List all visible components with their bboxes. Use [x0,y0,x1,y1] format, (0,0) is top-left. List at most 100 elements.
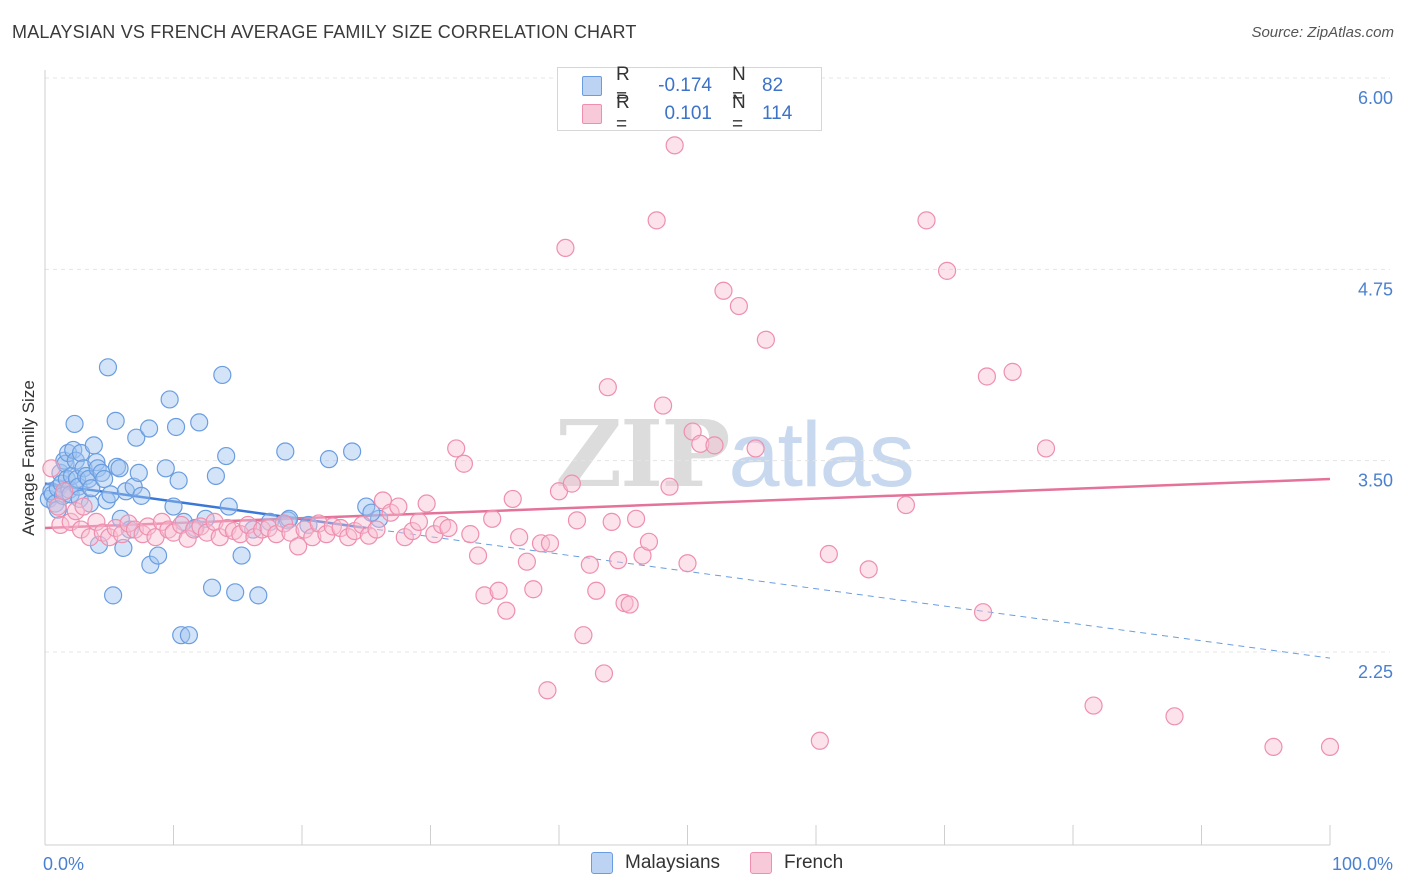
data-point [87,453,106,472]
data-point [82,479,101,498]
y-tick-label: 4.75 [1358,279,1393,299]
data-point [106,411,125,430]
data-point [289,537,308,556]
n-label: N = [732,64,746,107]
trend-line-malaysians [44,482,367,530]
data-point [620,595,639,614]
data-point [281,523,300,542]
data-point [1003,362,1022,381]
series-french [42,136,1340,757]
data-point [483,509,502,528]
data-point [84,436,103,455]
data-point [156,459,175,478]
data-point [179,626,199,645]
n-value: 82 [762,75,784,96]
data-point [917,211,936,230]
stats-legend: R = -0.174 N = 82 R = 0.101 N = 114 [557,64,822,135]
data-point [497,601,516,620]
r-value: 0.101 [664,103,712,124]
series-legend: Malaysians French [591,852,873,874]
y-tick-label: 3.50 [1358,471,1393,491]
data-point [95,469,114,489]
data-point [55,482,74,501]
data-point [562,474,581,493]
axes [44,70,1331,846]
data-point [353,515,372,535]
data-point [74,497,93,516]
r-value: -0.174 [658,75,712,96]
legend-item-malaysians[interactable]: Malaysians [591,852,720,874]
data-point [409,512,429,531]
data-point [609,551,628,570]
data-point [217,446,236,466]
n-value: 114 [762,103,793,124]
data-point [417,494,436,513]
data-point [343,442,362,461]
data-point [819,544,838,564]
malaysians-swatch [582,76,602,96]
data-point [169,471,188,490]
data-point [319,450,339,469]
data-point [141,555,160,574]
data-point [598,378,617,397]
data-point [61,512,80,531]
data-point [660,477,679,496]
legend-item-french[interactable]: French [750,852,843,874]
data-point [439,518,458,538]
data-point [132,486,151,505]
data-point [104,586,123,605]
data-point [114,538,133,558]
data-point [639,532,659,551]
malaysians-swatch [591,852,613,874]
source-label: Source: ZipAtlas.com [1251,24,1394,41]
data-point [249,586,268,605]
data-point [937,261,957,280]
data-point [594,664,614,683]
watermark: ZIPatlas [555,400,915,508]
data-point [524,580,543,599]
data-point [323,517,342,536]
french-swatch [582,104,602,124]
data-point [691,434,710,453]
data-point [746,439,765,458]
data-point [538,681,557,700]
data-point [653,396,673,415]
data-point [206,466,226,486]
trend-line-malaysians-extension [366,527,1331,659]
data-point [362,503,381,522]
data-point [678,554,697,573]
data-point [48,497,67,516]
data-point [1084,696,1103,715]
data-point [245,528,264,547]
data-point [567,511,587,530]
data-point [65,414,84,434]
y-tick-label: 2.25 [1358,662,1393,682]
data-point [202,578,222,597]
data-point [276,442,295,461]
legend-row-french: R = 0.101 N = 114 [582,92,793,135]
data-point [87,512,106,531]
data-points [39,136,1340,757]
watermark-zip: ZIP [555,400,730,508]
chart-title: MALAYSIAN VS FRENCH AVERAGE FAMILY SIZE … [12,22,637,42]
data-point [977,367,997,386]
n-label: N = [732,92,746,135]
data-point [540,534,560,553]
data-point [973,603,993,622]
grid-lines [45,77,1390,653]
r-label: R = [616,64,630,107]
legend-label: Malaysians [625,852,721,873]
data-point [517,552,536,571]
watermark-atlas: atlas [728,404,914,506]
legend-label: French [784,852,844,873]
data-point [705,436,724,455]
data-point [1036,439,1056,458]
y-tick-label: 6.00 [1358,88,1393,108]
data-point [148,546,168,565]
data-point [756,330,775,349]
data-point [859,560,878,579]
data-point [331,518,350,538]
series-malaysians [39,358,389,645]
data-point [574,626,593,645]
